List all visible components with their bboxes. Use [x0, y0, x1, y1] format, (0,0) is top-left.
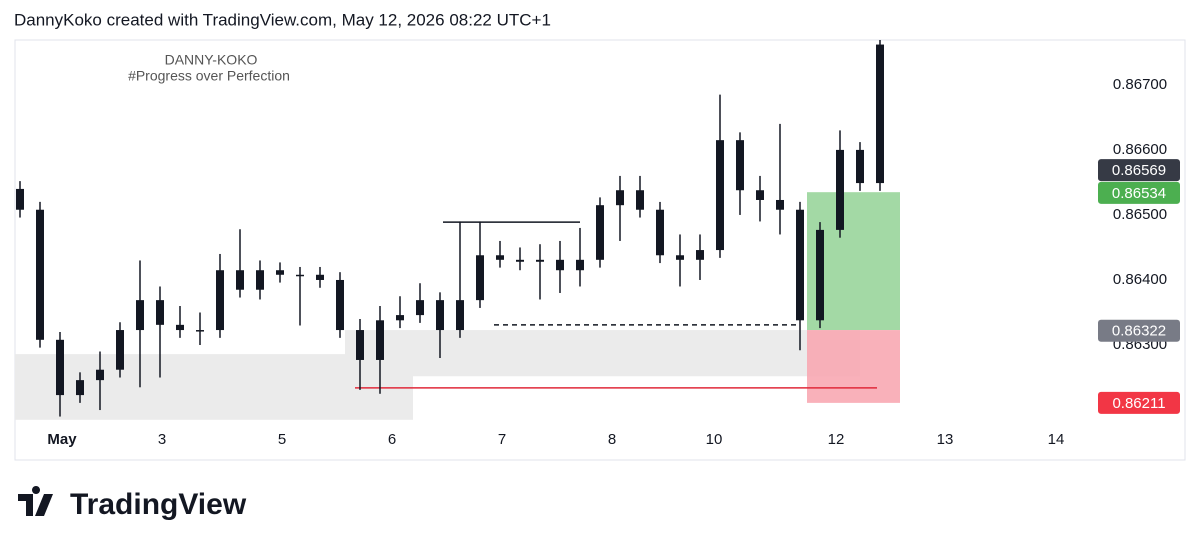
x-tick-label: 6 [388, 431, 396, 448]
candle-body [716, 140, 724, 251]
candle-body [796, 209, 804, 321]
candle-body [676, 255, 684, 260]
candle-body [36, 209, 44, 340]
x-tick-label: 7 [498, 431, 506, 448]
price-badge [1098, 159, 1180, 182]
candle-body [816, 229, 824, 321]
position-loss [807, 330, 900, 403]
candle-body [736, 140, 744, 191]
y-tick-label: 0.86600 [1113, 141, 1167, 158]
candle-body [356, 330, 364, 360]
candle-body [376, 320, 384, 360]
logo-text: TradingView [70, 488, 247, 521]
candle-body [116, 330, 124, 370]
price-badge [1098, 181, 1180, 204]
candle-body [16, 188, 24, 210]
candle-body [96, 369, 104, 381]
candle-body [836, 149, 844, 230]
y-tick-label: 0.86500 [1113, 206, 1167, 223]
watermark: #Progress over Perfection [128, 68, 290, 84]
candle-body [436, 300, 444, 331]
candle-body [476, 255, 484, 301]
zone [345, 330, 860, 377]
candle-body [56, 339, 64, 396]
candle-body [636, 190, 644, 210]
candle-body [396, 315, 404, 321]
candle-body [416, 300, 424, 316]
candle-body [316, 274, 324, 280]
price-badge-label: 0.86534 [1112, 185, 1166, 202]
candle-body [536, 259, 544, 262]
x-tick-label: 8 [608, 431, 616, 448]
y-tick-label: 0.86400 [1113, 271, 1167, 288]
price-badge-label: 0.86569 [1112, 162, 1166, 179]
candle-body [656, 209, 664, 256]
candle-body [336, 279, 344, 331]
x-tick-label: 3 [158, 431, 166, 448]
candle-body [76, 380, 84, 396]
candle-body [256, 270, 264, 290]
watermark: DANNY-KOKO [165, 52, 258, 68]
x-tick-label: 12 [828, 431, 845, 448]
y-tick-label: 0.86700 [1113, 76, 1167, 93]
candle-body [596, 205, 604, 260]
candle-body [756, 190, 764, 200]
candle-body [856, 149, 864, 184]
x-tick-label: 5 [278, 431, 286, 448]
candle-body [616, 190, 624, 206]
price-badge [1098, 391, 1180, 414]
logo: TradingView [18, 486, 247, 521]
candle-body [696, 250, 704, 260]
logo-icon [18, 486, 53, 516]
candle-body [776, 199, 784, 210]
candle-body [456, 300, 464, 331]
price-badge-label: 0.86322 [1112, 323, 1166, 340]
candle-body [276, 270, 284, 275]
candle-body [576, 259, 584, 271]
candle-body [236, 270, 244, 290]
candle-body [516, 259, 524, 262]
candle-body [216, 270, 224, 331]
candle-body [876, 44, 884, 184]
candle-body [196, 330, 204, 332]
candle-body [136, 300, 144, 331]
x-tick-label: May [47, 431, 77, 448]
candle-body [496, 255, 504, 260]
candle-body [296, 274, 304, 277]
price-badge [1098, 319, 1180, 342]
price-badge-label: 0.86211 [1112, 395, 1165, 412]
candle-body [176, 324, 184, 331]
x-tick-label: 13 [937, 431, 954, 448]
x-tick-label: 10 [706, 431, 723, 448]
candle-body [156, 300, 164, 325]
candle-body [556, 259, 564, 271]
x-tick-label: 14 [1048, 431, 1065, 448]
header: DannyKoko created with TradingView.com, … [14, 10, 551, 29]
